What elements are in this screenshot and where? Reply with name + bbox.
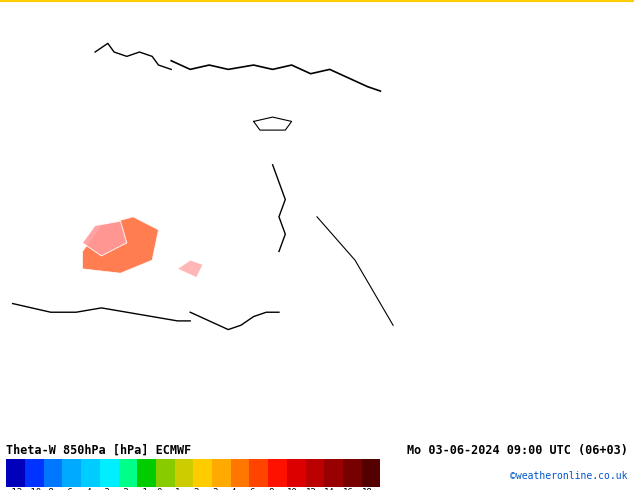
Text: -2: -2 (119, 489, 129, 490)
Text: 3: 3 (212, 489, 217, 490)
Text: 14: 14 (324, 489, 335, 490)
Text: 8: 8 (268, 489, 273, 490)
Bar (174, 459, 193, 487)
Bar (324, 459, 343, 487)
Text: -4: -4 (81, 489, 92, 490)
Bar (81, 459, 100, 487)
Text: -12: -12 (6, 489, 22, 490)
Text: Theta-W 850hPa [hPa] ECMWF: Theta-W 850hPa [hPa] ECMWF (6, 444, 191, 457)
Text: 4: 4 (231, 489, 236, 490)
Bar (287, 459, 306, 487)
Text: -10: -10 (25, 489, 41, 490)
Polygon shape (178, 260, 203, 277)
Text: -8: -8 (44, 489, 55, 490)
Polygon shape (82, 221, 127, 256)
Text: 12: 12 (306, 489, 316, 490)
Text: -1: -1 (137, 489, 148, 490)
Text: -3: -3 (100, 489, 110, 490)
Bar (44, 459, 62, 487)
Bar (62, 459, 81, 487)
Bar (156, 459, 174, 487)
Text: 1: 1 (174, 489, 180, 490)
Text: -6: -6 (62, 489, 73, 490)
Polygon shape (82, 217, 158, 273)
Bar (6, 459, 25, 487)
Text: ©weatheronline.co.uk: ©weatheronline.co.uk (510, 471, 628, 481)
Bar (268, 459, 287, 487)
Bar (193, 459, 212, 487)
Text: 2: 2 (193, 489, 198, 490)
Bar (119, 459, 137, 487)
Bar (212, 459, 231, 487)
Text: 6: 6 (249, 489, 255, 490)
Text: 10: 10 (287, 489, 297, 490)
Text: 18: 18 (361, 489, 372, 490)
Bar (306, 459, 324, 487)
Bar (100, 459, 119, 487)
Bar (361, 459, 380, 487)
Bar (25, 459, 44, 487)
Text: 16: 16 (343, 489, 354, 490)
Bar (249, 459, 268, 487)
Text: Mo 03-06-2024 09:00 UTC (06+03): Mo 03-06-2024 09:00 UTC (06+03) (407, 444, 628, 457)
Text: 0: 0 (156, 489, 161, 490)
Bar (231, 459, 249, 487)
Bar (137, 459, 156, 487)
Bar (343, 459, 361, 487)
